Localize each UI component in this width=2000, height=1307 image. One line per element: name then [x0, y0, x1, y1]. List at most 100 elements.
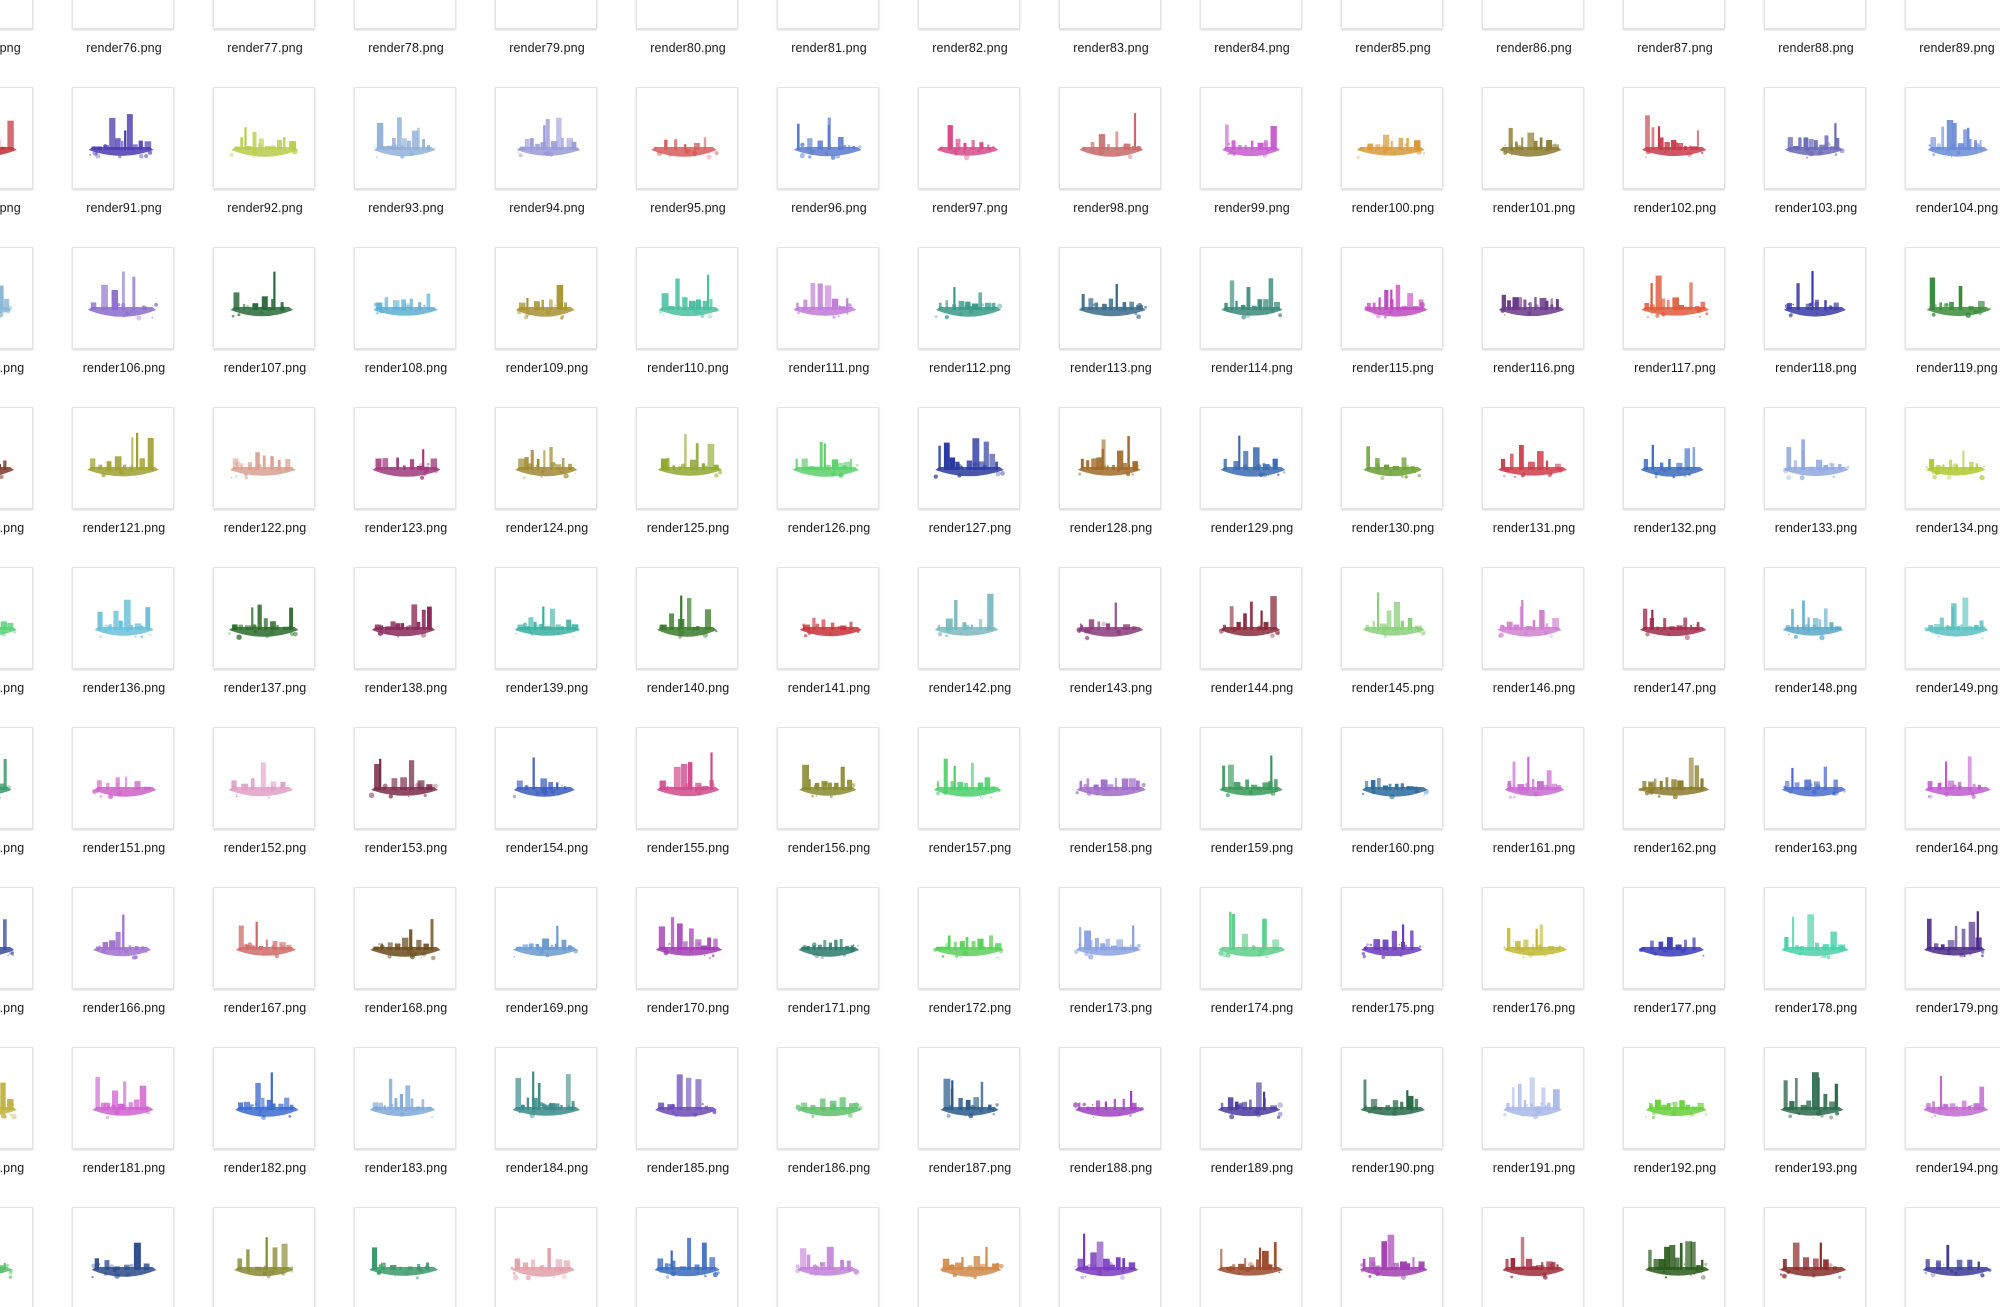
file-item[interactable]: render185.png	[618, 1047, 759, 1207]
file-item[interactable]	[1887, 1207, 2000, 1307]
file-thumbnail[interactable]	[0, 1047, 33, 1149]
file-item[interactable]	[1041, 1207, 1182, 1307]
file-thumbnail[interactable]	[72, 1047, 174, 1149]
file-item[interactable]: render116.png	[1464, 247, 1605, 407]
file-item[interactable]: render102.png	[1605, 87, 1746, 247]
file-thumbnail[interactable]	[1482, 887, 1584, 989]
file-thumbnail[interactable]	[1341, 407, 1443, 509]
file-item[interactable]: render142.png	[900, 567, 1041, 727]
file-item[interactable]: render154.png	[477, 727, 618, 887]
file-item[interactable]: render113.png	[1041, 247, 1182, 407]
file-thumbnail[interactable]	[1059, 727, 1161, 829]
file-thumbnail[interactable]	[1764, 247, 1866, 349]
file-thumbnail[interactable]	[1482, 727, 1584, 829]
file-thumbnail[interactable]	[354, 1207, 456, 1307]
file-item[interactable]: render151.png	[54, 727, 195, 887]
file-item[interactable]	[477, 1207, 618, 1307]
file-item[interactable]	[1746, 1207, 1887, 1307]
file-thumbnail[interactable]	[495, 0, 597, 29]
file-thumbnail[interactable]	[213, 1207, 315, 1307]
file-item[interactable]: render192.png	[1605, 1047, 1746, 1207]
file-thumbnail[interactable]	[1905, 87, 2000, 189]
file-thumbnail[interactable]	[1482, 0, 1584, 29]
file-thumbnail[interactable]	[1482, 1047, 1584, 1149]
file-thumbnail[interactable]	[636, 407, 738, 509]
file-item[interactable]: render135.png	[0, 567, 54, 727]
file-thumbnail[interactable]	[636, 1047, 738, 1149]
file-thumbnail[interactable]	[0, 727, 33, 829]
file-item[interactable]: render97.png	[900, 87, 1041, 247]
file-thumbnail[interactable]	[1200, 727, 1302, 829]
file-item[interactable]: render148.png	[1746, 567, 1887, 727]
file-thumbnail[interactable]	[1059, 887, 1161, 989]
file-thumbnail[interactable]	[636, 0, 738, 29]
file-item[interactable]: render95.png	[618, 87, 759, 247]
file-item[interactable]: render172.png	[900, 887, 1041, 1047]
file-thumbnail[interactable]	[1482, 87, 1584, 189]
file-item[interactable]: render144.png	[1182, 567, 1323, 727]
file-item[interactable]: render77.png	[195, 0, 336, 87]
file-item[interactable]: render105.png	[0, 247, 54, 407]
file-thumbnail[interactable]	[495, 407, 597, 509]
file-thumbnail[interactable]	[918, 0, 1020, 29]
file-item[interactable]: render119.png	[1887, 247, 2000, 407]
file-item[interactable]: render78.png	[336, 0, 477, 87]
file-thumbnail[interactable]	[777, 1207, 879, 1307]
file-thumbnail[interactable]	[1764, 1047, 1866, 1149]
file-item[interactable]: render118.png	[1746, 247, 1887, 407]
file-item[interactable]: render131.png	[1464, 407, 1605, 567]
file-thumbnail[interactable]	[72, 407, 174, 509]
file-item[interactable]: render184.png	[477, 1047, 618, 1207]
file-thumbnail[interactable]	[354, 247, 456, 349]
file-item[interactable]: render152.png	[195, 727, 336, 887]
file-thumbnail[interactable]	[0, 1207, 33, 1307]
file-thumbnail[interactable]	[1623, 887, 1725, 989]
file-thumbnail[interactable]	[1341, 87, 1443, 189]
file-item[interactable]: render186.png	[759, 1047, 900, 1207]
file-item[interactable]: render110.png	[618, 247, 759, 407]
file-item[interactable]: render188.png	[1041, 1047, 1182, 1207]
file-item[interactable]: render91.png	[54, 87, 195, 247]
file-item[interactable]: render124.png	[477, 407, 618, 567]
file-item[interactable]	[1605, 1207, 1746, 1307]
file-thumbnail[interactable]	[1905, 0, 2000, 29]
file-thumbnail[interactable]	[777, 567, 879, 669]
file-thumbnail[interactable]	[1341, 567, 1443, 669]
file-thumbnail[interactable]	[1200, 0, 1302, 29]
file-item[interactable]: render109.png	[477, 247, 618, 407]
file-item[interactable]: render176.png	[1464, 887, 1605, 1047]
file-item[interactable]: render189.png	[1182, 1047, 1323, 1207]
file-item[interactable]: render149.png	[1887, 567, 2000, 727]
file-thumbnail[interactable]	[918, 567, 1020, 669]
file-thumbnail[interactable]	[495, 887, 597, 989]
file-thumbnail[interactable]	[0, 887, 33, 989]
file-thumbnail[interactable]	[1623, 407, 1725, 509]
file-thumbnail[interactable]	[636, 247, 738, 349]
file-item[interactable]: render155.png	[618, 727, 759, 887]
file-thumbnail[interactable]	[354, 1047, 456, 1149]
file-item[interactable]: render141.png	[759, 567, 900, 727]
file-item[interactable]: render128.png	[1041, 407, 1182, 567]
file-item[interactable]: render99.png	[1182, 87, 1323, 247]
file-thumbnail[interactable]	[213, 727, 315, 829]
file-thumbnail[interactable]	[1200, 87, 1302, 189]
file-item[interactable]: render126.png	[759, 407, 900, 567]
file-item[interactable]	[900, 1207, 1041, 1307]
file-thumbnail[interactable]	[1059, 1047, 1161, 1149]
file-item[interactable]	[1182, 1207, 1323, 1307]
file-item[interactable]: render180.png	[0, 1047, 54, 1207]
file-thumbnail[interactable]	[0, 567, 33, 669]
file-item[interactable]: render122.png	[195, 407, 336, 567]
file-item[interactable]: render150.png	[0, 727, 54, 887]
file-item[interactable]	[618, 1207, 759, 1307]
file-item[interactable]: render127.png	[900, 407, 1041, 567]
file-item[interactable]: render123.png	[336, 407, 477, 567]
file-item[interactable]: render111.png	[759, 247, 900, 407]
file-thumbnail[interactable]	[354, 87, 456, 189]
file-thumbnail[interactable]	[1200, 407, 1302, 509]
file-thumbnail[interactable]	[636, 87, 738, 189]
file-thumbnail[interactable]	[495, 567, 597, 669]
file-item[interactable]	[195, 1207, 336, 1307]
file-thumbnail[interactable]	[1341, 1207, 1443, 1307]
